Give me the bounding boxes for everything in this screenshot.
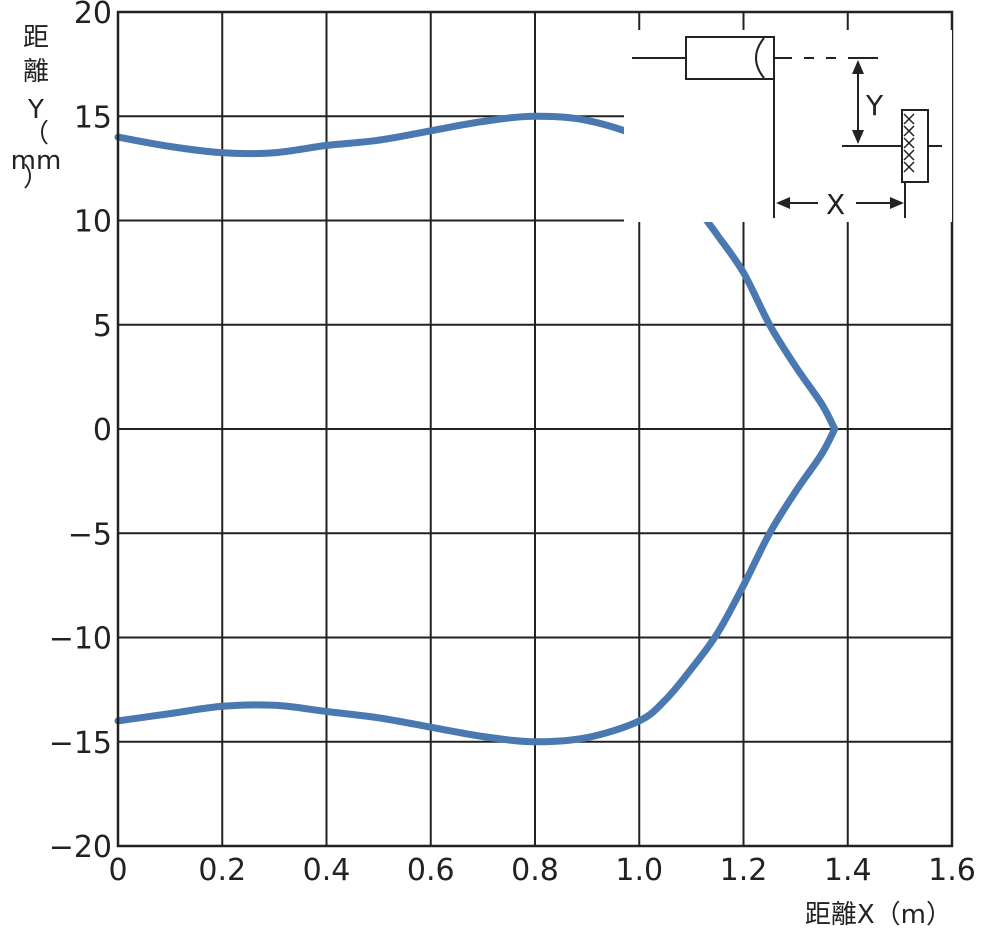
y-tick-label: 5	[93, 309, 112, 344]
reflector-hatch	[903, 113, 915, 173]
y-tick-label: −15	[49, 726, 112, 761]
y-tick-label: −20	[49, 830, 112, 865]
y-axis-title-char: ）	[23, 163, 49, 193]
y-tick-label: −5	[68, 517, 112, 552]
y-arrowhead-bottom	[852, 130, 864, 144]
x-tick-label: 0.2	[198, 853, 246, 888]
x-tick-label: 1.6	[928, 853, 976, 888]
x-tick-label: 1.4	[824, 853, 872, 888]
y-axis-title-char: Y	[27, 95, 44, 125]
y-tick-label: 0	[93, 413, 112, 448]
y-tick-label: 20	[74, 0, 112, 31]
x-arrowhead-left	[776, 197, 790, 209]
x-arrowhead-right	[890, 197, 904, 209]
tick-labels: 0 0.2 0.4 0.6 0.8 1.0 1.2 1.4 1.6 20 15 10 5 0 −5 −10 −1…	[49, 0, 976, 888]
y-axis-title-char: （	[23, 119, 49, 149]
x-axis-title: 距離X（m）	[805, 900, 952, 930]
x-tick-label: 0	[108, 853, 127, 888]
x-tick-label: 1.0	[615, 853, 663, 888]
inset-x-label: X	[826, 188, 845, 221]
y-axis-title-char: 距	[23, 23, 49, 53]
detection-curves	[114, 112, 839, 746]
y-tick-label: −10	[49, 622, 112, 657]
detection-curve-upper	[114, 112, 839, 433]
y-axis-title-char: 離	[23, 57, 49, 87]
x-tick-label: 0.4	[303, 853, 351, 888]
y-axis-title: 距離Y（mm）	[11, 23, 62, 193]
inset-background	[624, 30, 952, 222]
sensor-lens	[755, 37, 765, 79]
y-arrowhead-top	[852, 60, 864, 74]
x-tick-label: 0.8	[511, 853, 559, 888]
sensor-schematic-inset: Y X	[624, 30, 952, 222]
x-tick-label: 1.2	[720, 853, 768, 888]
y-axis-title-char: mm	[11, 146, 62, 176]
inset-y-label: Y	[865, 89, 884, 122]
plot-border	[116, 10, 954, 848]
x-tick-label: 0.6	[407, 853, 455, 888]
y-tick-label: 15	[74, 100, 112, 135]
detection-curve-lower	[114, 425, 839, 746]
y-tick-label: 10	[74, 205, 112, 240]
plot-frame	[116, 10, 954, 848]
